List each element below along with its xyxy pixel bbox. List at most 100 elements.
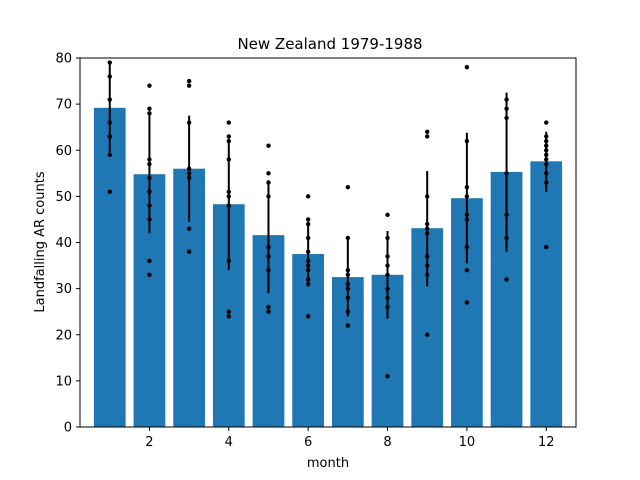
data-point-month-7-5 [345, 281, 351, 287]
data-point-month-4-6 [226, 189, 231, 194]
data-point-month-3-5 [186, 166, 192, 171]
data-point-month-9-5 [425, 231, 430, 236]
data-point-month-6-1 [305, 314, 311, 319]
data-point-month-10-9 [464, 65, 470, 70]
data-point-month-11-3 [504, 212, 509, 218]
data-point-month-12-7 [544, 148, 549, 153]
data-point-month-3-3 [186, 175, 192, 181]
y-axis-label: Landfalling AR counts [33, 171, 48, 312]
data-point-month-12-5 [544, 157, 549, 162]
data-point-month-9-9 [425, 134, 430, 139]
plot-area [93, 60, 563, 427]
data-point-month-10-4 [464, 217, 470, 222]
x-tick-label: 10 [459, 435, 476, 450]
data-point-month-5-2 [266, 304, 271, 310]
data-point-month-8-4 [385, 286, 390, 291]
data-point-month-11-7 [504, 97, 509, 102]
data-point-month-4-5 [226, 194, 231, 199]
data-point-month-11-2 [504, 235, 509, 241]
chart-title: New Zealand 1979-1988 [237, 35, 422, 53]
data-point-month-10-5 [464, 212, 470, 218]
data-point-month-4-8 [226, 138, 231, 144]
data-point-month-12-1 [544, 244, 549, 250]
data-point-month-11-4 [504, 171, 509, 176]
data-point-month-1-8 [107, 60, 112, 65]
data-point-month-5-3 [266, 267, 271, 273]
data-point-month-4-10 [226, 120, 231, 125]
data-point-month-10-7 [464, 184, 470, 190]
y-tick-label: 30 [55, 282, 72, 297]
data-point-month-9-8 [425, 194, 430, 199]
data-point-month-12-9 [544, 138, 549, 144]
data-point-month-3-4 [186, 171, 192, 176]
data-point-month-4-7 [226, 157, 231, 162]
data-point-month-8-9 [385, 212, 390, 218]
x-tick-label: 8 [383, 435, 391, 450]
data-point-month-4-2 [226, 309, 231, 314]
x-tick-label: 2 [145, 435, 153, 450]
y-tick-label: 80 [55, 52, 72, 67]
data-point-month-6-7 [305, 249, 311, 254]
data-point-month-2-4 [147, 203, 152, 208]
data-point-month-1-6 [107, 97, 112, 102]
data-point-month-5-7 [266, 180, 271, 185]
data-point-month-6-6 [305, 258, 311, 264]
data-point-month-2-8 [147, 157, 152, 162]
data-point-month-1-1 [107, 189, 112, 194]
data-point-month-8-1 [385, 374, 390, 379]
data-point-month-2-9 [147, 111, 152, 116]
data-point-month-7-8 [345, 235, 351, 241]
data-point-month-12-11 [544, 120, 549, 125]
data-point-month-10-8 [464, 138, 470, 144]
y-tick-label: 70 [55, 98, 72, 113]
y-axis: 0 10 20 30 40 50 60 70 80 [55, 52, 80, 436]
data-point-month-8-2 [385, 304, 390, 310]
y-tick-label: 40 [55, 236, 72, 251]
data-point-month-12-3 [544, 171, 549, 176]
x-tick-label: 4 [225, 435, 233, 450]
data-point-month-2-5 [147, 189, 152, 194]
data-point-month-5-4 [266, 254, 271, 259]
data-point-month-8-6 [385, 263, 390, 268]
data-point-month-1-2 [107, 152, 112, 158]
data-point-month-9-1 [425, 332, 430, 337]
data-point-month-3-1 [186, 249, 192, 254]
data-point-month-6-5 [305, 263, 311, 268]
data-point-month-4-1 [226, 314, 231, 319]
data-point-month-11-5 [504, 115, 509, 121]
data-point-month-2-11 [147, 83, 152, 88]
data-point-month-11-1 [504, 277, 509, 282]
data-point-month-1-5 [107, 120, 112, 125]
data-point-month-12-8 [544, 143, 549, 148]
data-point-month-10-1 [464, 300, 470, 305]
data-point-month-2-1 [147, 272, 152, 277]
data-point-month-9-10 [425, 129, 430, 134]
data-point-month-2-7 [147, 161, 152, 167]
x-tick-label: 12 [538, 435, 555, 450]
data-point-month-12-10 [544, 134, 549, 139]
data-point-month-4-9 [226, 134, 231, 139]
x-tick-label: 6 [304, 435, 312, 450]
data-point-month-9-7 [425, 221, 430, 227]
data-point-month-9-4 [425, 254, 430, 259]
data-point-month-2-10 [147, 106, 152, 111]
data-point-month-7-2 [345, 309, 351, 314]
data-point-month-5-5 [266, 244, 271, 250]
data-point-month-12-4 [544, 161, 549, 167]
data-point-month-3-7 [186, 83, 192, 88]
data-point-month-2-3 [147, 217, 152, 222]
data-point-month-10-6 [464, 194, 470, 199]
data-point-month-7-9 [345, 184, 351, 190]
data-point-month-1-7 [107, 74, 112, 79]
data-point-month-7-6 [345, 272, 351, 277]
y-tick-label: 0 [64, 421, 72, 436]
y-tick-label: 50 [55, 190, 72, 205]
data-point-month-7-3 [345, 295, 351, 301]
bar-month-12 [530, 161, 563, 427]
data-point-month-5-1 [266, 309, 271, 314]
data-point-month-3-8 [186, 78, 192, 84]
data-point-month-6-11 [305, 194, 311, 199]
data-point-month-4-4 [226, 203, 231, 208]
data-point-month-10-2 [464, 267, 470, 273]
